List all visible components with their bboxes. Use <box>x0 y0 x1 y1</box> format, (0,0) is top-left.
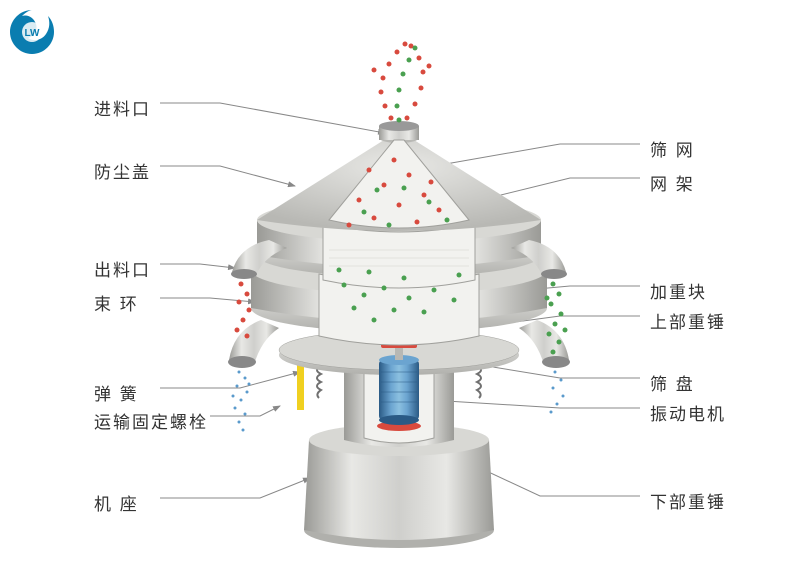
label-left-5: 运输固定螺栓 <box>94 408 208 433</box>
label-right-3: 上部重锤 <box>650 308 726 333</box>
label-right-1: 网 架 <box>650 170 695 195</box>
label-right-2: 加重块 <box>650 278 707 303</box>
logo: LW <box>8 8 56 56</box>
dust-cover <box>257 121 541 231</box>
label-right-4: 筛 盘 <box>650 370 695 395</box>
label-left-1: 防尘盖 <box>94 158 151 183</box>
label-left-4: 弹 簧 <box>94 380 139 405</box>
transport-bolt <box>297 360 304 410</box>
label-right-0: 筛 网 <box>650 136 695 161</box>
discharge-spout-lower <box>228 320 279 368</box>
label-left-6: 机 座 <box>94 490 139 515</box>
label-left-0: 进料口 <box>94 95 151 120</box>
cutaway-upper <box>323 224 475 288</box>
particles-inlet <box>372 40 432 125</box>
machine-diagram <box>199 40 599 560</box>
vibration-motor <box>375 332 421 431</box>
label-right-5: 振动电机 <box>650 400 726 425</box>
label-left-3: 束 环 <box>94 290 139 315</box>
svg-text:LW: LW <box>25 28 41 39</box>
label-right-6: 下部重锤 <box>650 488 726 513</box>
label-left-2: 出料口 <box>94 256 151 281</box>
